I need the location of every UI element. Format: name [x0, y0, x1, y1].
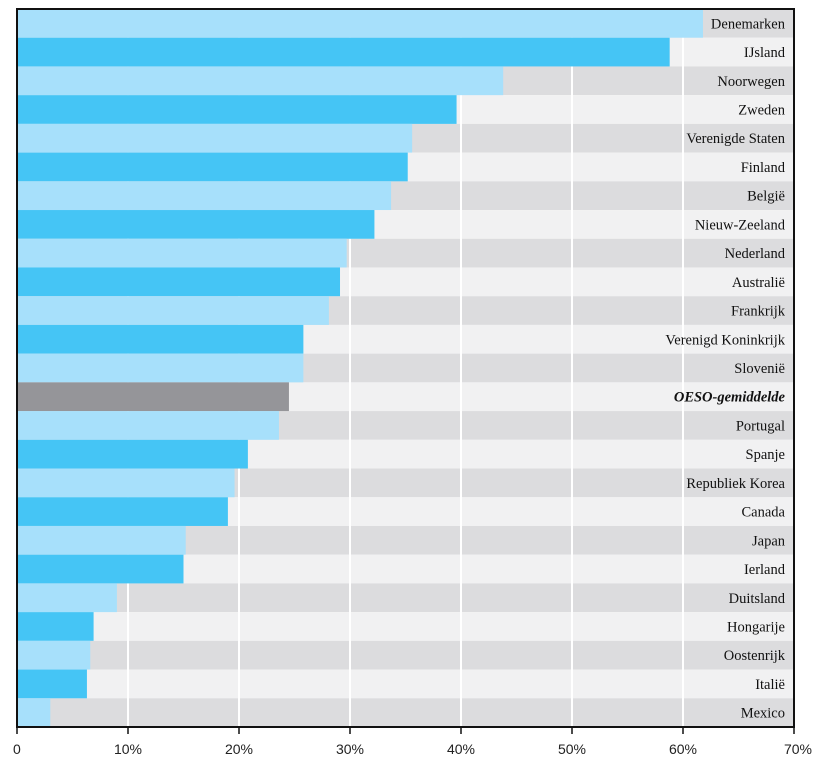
category-label: Denemarken	[711, 16, 786, 32]
category-label: Finland	[741, 160, 786, 176]
row-band	[17, 669, 794, 699]
bar	[17, 439, 248, 469]
category-label: OESO-gemiddelde	[674, 390, 786, 406]
category-label: IJsland	[744, 45, 786, 61]
x-tick-label: 50%	[558, 741, 586, 757]
bar	[17, 382, 289, 412]
category-label: Duitsland	[729, 591, 786, 607]
bar	[17, 95, 457, 124]
category-label: Spanje	[746, 447, 785, 463]
bar	[17, 583, 117, 613]
category-label: Verenigd Koninkrijk	[665, 332, 785, 348]
bar	[17, 525, 186, 555]
x-tick-label: 10%	[114, 741, 142, 757]
bar	[17, 669, 87, 699]
category-label: Mexico	[741, 706, 785, 722]
x-axis-ticks: 0 10% 20% 30% 40% 50% 60% 70%	[13, 727, 812, 757]
category-label: Australië	[732, 275, 785, 291]
category-label: Frankrijk	[731, 304, 786, 320]
bar	[17, 640, 91, 670]
bar	[17, 353, 304, 383]
bar	[17, 37, 670, 67]
category-label: Verenigde Staten	[686, 131, 785, 147]
row-band	[17, 583, 794, 613]
bar	[17, 612, 94, 641]
category-label: Noorwegen	[717, 74, 785, 90]
category-labels: Denemarken IJsland Noorwegen Zweden Verenigd…	[665, 16, 785, 721]
bars	[17, 9, 703, 727]
x-tick-label: 70%	[784, 741, 812, 757]
row-band	[17, 698, 794, 727]
category-label: Italië	[755, 677, 785, 693]
bar	[17, 210, 375, 239]
x-tick-label: 60%	[669, 741, 697, 757]
category-label: Hongarije	[727, 619, 785, 635]
plot-frame	[16, 8, 795, 728]
bar	[17, 66, 504, 96]
x-tick-label: 20%	[225, 741, 253, 757]
row-band	[17, 612, 794, 641]
bar	[17, 324, 304, 354]
bar	[17, 497, 228, 526]
bar	[17, 267, 341, 297]
category-label: Portugal	[736, 418, 785, 434]
x-tick-label: 0	[13, 741, 21, 757]
x-tick-label: 30%	[336, 741, 364, 757]
category-label: Oostenrijk	[724, 648, 786, 664]
category-label: Ierland	[744, 562, 786, 578]
row-band	[17, 640, 794, 670]
bar	[17, 698, 51, 727]
category-label: Zweden	[738, 103, 785, 119]
category-label: Republiek Korea	[686, 476, 785, 492]
category-label: Nieuw-Zeeland	[695, 217, 786, 233]
bar	[17, 238, 347, 268]
bar	[17, 181, 392, 211]
bar	[17, 152, 408, 182]
category-label: Canada	[742, 505, 786, 521]
bar	[17, 411, 279, 440]
x-tick-label: 40%	[447, 741, 475, 757]
category-label: Japan	[752, 533, 786, 549]
bar	[17, 468, 235, 498]
bar	[17, 9, 703, 38]
bar	[17, 296, 329, 325]
bar	[17, 554, 184, 584]
category-label: België	[747, 189, 785, 205]
category-label: Slovenië	[734, 361, 785, 377]
bar	[17, 123, 413, 153]
category-label: Nederland	[725, 246, 786, 262]
